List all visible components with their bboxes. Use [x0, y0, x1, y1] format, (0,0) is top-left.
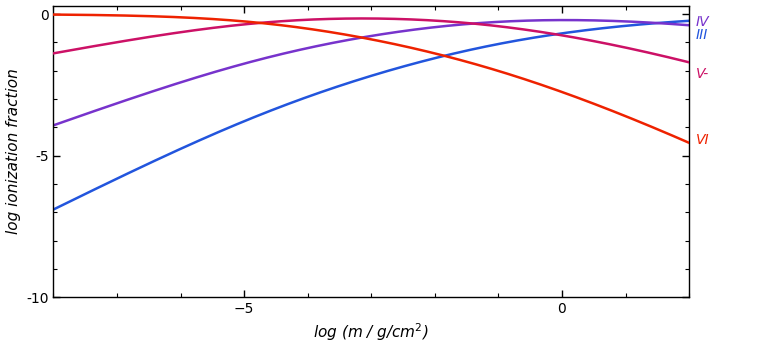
- Text: V-: V-: [696, 67, 709, 81]
- Text: III: III: [696, 28, 708, 42]
- Text: IV: IV: [696, 15, 709, 29]
- Text: VI: VI: [696, 133, 709, 147]
- Y-axis label: log ionization fraction: log ionization fraction: [5, 68, 21, 234]
- X-axis label: log ($m$ / g/cm$^2$): log ($m$ / g/cm$^2$): [313, 322, 429, 343]
